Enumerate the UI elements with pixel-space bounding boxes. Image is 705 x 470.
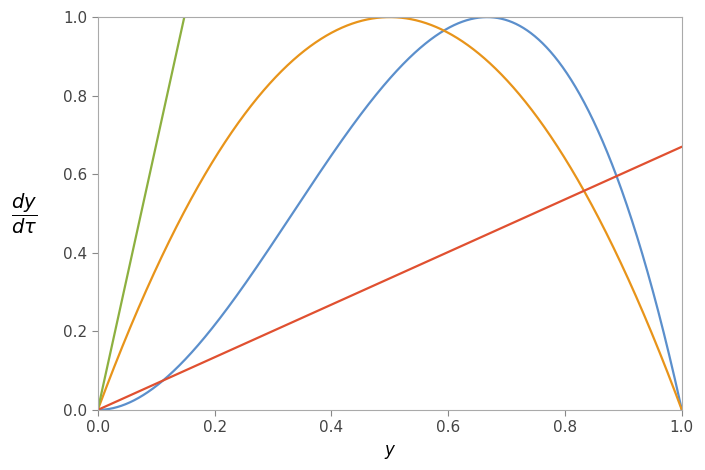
Y-axis label: $\dfrac{dy}{d\tau}$: $\dfrac{dy}{d\tau}$	[11, 191, 37, 235]
X-axis label: y: y	[385, 441, 395, 459]
